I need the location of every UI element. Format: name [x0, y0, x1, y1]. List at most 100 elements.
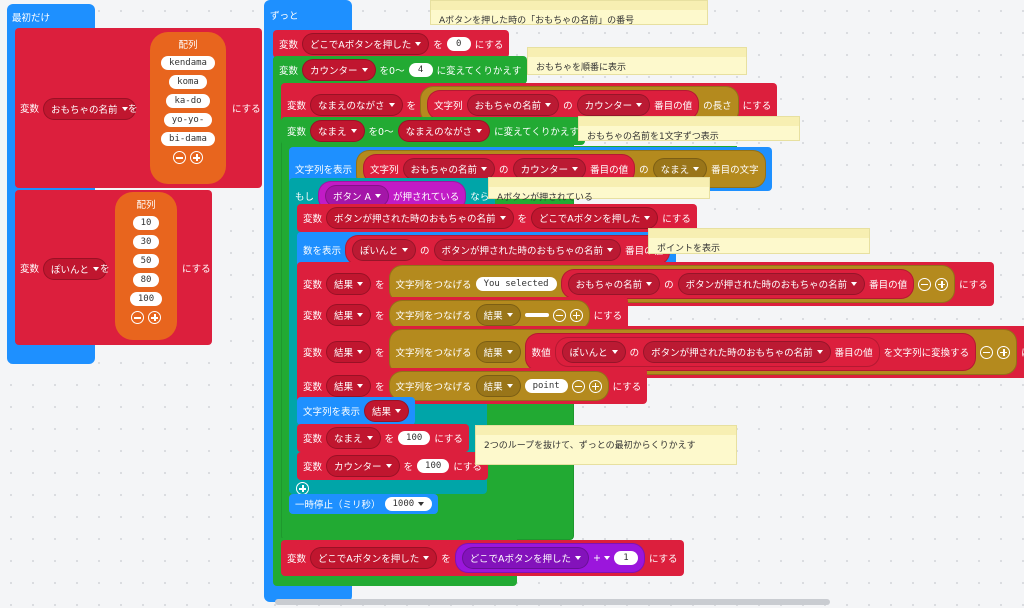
dropdown[interactable]: なまえ	[326, 427, 381, 449]
comment[interactable]: Aボタンを押した時の「おもちゃの名前」の番号	[430, 0, 708, 26]
comment[interactable]: おもちゃを順番に表示	[527, 47, 747, 75]
dropdown[interactable]: どこでAボタンを押した	[302, 33, 430, 55]
remove-button[interactable]	[918, 277, 932, 291]
remove-button[interactable]	[131, 311, 144, 324]
array-item[interactable]: bi-dama	[161, 132, 215, 146]
dropdown[interactable]: 結果	[326, 273, 372, 295]
string-input[interactable]: point	[524, 379, 568, 393]
dropdown[interactable]: ぽいんと	[352, 239, 417, 261]
comment[interactable]: 2つのループを抜けて、ずっとの最初からくりかえす	[475, 425, 737, 465]
statement-block[interactable]: 変数 ボタンが押された時のおもちゃの名前をどこでAボタンを押した にする	[297, 204, 697, 232]
reporter-block[interactable]: おもちゃの名前のボタンが押された時のおもちゃの名前 番目の値	[560, 269, 915, 299]
array-item[interactable]: yo-yo-	[163, 113, 213, 127]
number-dropdown[interactable]: 1000	[384, 497, 433, 511]
add-button[interactable]	[569, 308, 583, 322]
number-input[interactable]: 0	[446, 37, 471, 51]
add-button[interactable]	[148, 311, 161, 324]
dropdown[interactable]: 結果	[326, 341, 372, 363]
remove-button[interactable]	[552, 308, 566, 322]
operator-dropdown[interactable]: +	[593, 553, 610, 564]
statement-block[interactable]: 変数 なまえ を0～ なまえのながさ に変えてくりかえす	[281, 117, 585, 145]
dropdown[interactable]: おもちゃの名前	[466, 94, 560, 116]
number-input[interactable]: 100	[417, 459, 450, 473]
block-text: 一時停止（ミリ秒）	[295, 500, 381, 511]
reporter-block[interactable]: ぽいんとのボタンが押された時のおもちゃの名前 番目の値	[345, 235, 671, 265]
suffix: にする	[182, 263, 211, 275]
block-text: を文字列に変換する	[883, 348, 970, 359]
add-button[interactable]	[588, 379, 602, 393]
comment[interactable]: おもちゃの名前を1文字ずつ表示	[578, 116, 800, 142]
dropdown[interactable]: カウンター	[576, 94, 651, 116]
dropdown[interactable]: 結果	[475, 375, 521, 397]
dropdown[interactable]: ボタンが押された時のおもちゃの名前	[677, 273, 866, 295]
reporter-block[interactable]: 文字列をつなげる 結果 数値 ぽいんとのボタンが押された時のおもちゃの名前 番目の値 を文…	[388, 329, 1018, 375]
statement-block[interactable]: 変数 どこでAボタンを押したを 0 にする	[273, 30, 510, 58]
scrollbar[interactable]	[275, 599, 830, 605]
dropdown[interactable]: ボタンが押された時のおもちゃの名前	[643, 341, 831, 363]
block-text: に変えてくりかえす	[494, 127, 579, 138]
add-button[interactable]	[935, 277, 949, 291]
statement-block[interactable]: 変数 どこでAボタンを押したをどこでAボタンを押した +1 にする	[281, 540, 684, 576]
dropdown[interactable]: ボタンが押された時のおもちゃの名前	[433, 239, 622, 261]
statement-block[interactable]: 変数 結果を文字列をつなげる 結果 数値 ぽいんとのボタンが押された時のおもちゃの名前番…	[297, 326, 1024, 378]
dropdown[interactable]: なまえ	[310, 120, 365, 142]
reporter-block[interactable]: 文字列をつなげる 結果 point	[388, 371, 609, 401]
block-text: にする	[593, 311, 623, 322]
dropdown[interactable]: どこでAボタンを押した	[461, 547, 589, 569]
variable-dropdown[interactable]: おもちゃの名前	[43, 98, 136, 120]
dropdown[interactable]: おもちゃの名前	[567, 273, 661, 295]
dropdown[interactable]: 結果	[326, 375, 372, 397]
array-item[interactable]: kendama	[161, 56, 215, 70]
dropdown[interactable]: どこでAボタンを押した	[310, 547, 438, 569]
number-input[interactable]: 100	[398, 431, 431, 445]
array-item[interactable]: 100	[129, 292, 163, 306]
variable-dropdown[interactable]: ぽいんと	[43, 257, 108, 280]
array-block[interactable]: 配列 10 30 50 80 100	[115, 192, 177, 340]
string-input[interactable]: You selected	[475, 277, 557, 291]
dropdown[interactable]: 結果	[326, 304, 372, 326]
block-text: 変数	[303, 280, 323, 291]
add-button[interactable]	[997, 345, 1011, 359]
dropdown[interactable]: 結果	[475, 304, 521, 326]
reporter-block[interactable]: 文字列 おもちゃの名前のカウンター 番目の値	[427, 90, 700, 120]
array-item[interactable]: koma	[169, 75, 207, 89]
array-block[interactable]: 配列 kendama koma ka-do yo-yo-bi-dama	[150, 32, 226, 184]
string-input[interactable]	[524, 313, 549, 317]
statement-block[interactable]: 変数 カウンター を0～ 4 に変えてくりかえす	[273, 56, 528, 84]
dropdown[interactable]: おもちゃの名前	[402, 158, 496, 180]
dropdown[interactable]: 結果	[475, 341, 521, 363]
remove-button[interactable]	[173, 151, 186, 164]
add-button[interactable]	[190, 151, 203, 164]
dropdown[interactable]: どこでAボタンを押した	[531, 207, 659, 229]
statement-block[interactable]: 変数 結果を文字列をつなげる 結果 point にする	[297, 368, 648, 404]
dropdown[interactable]: ボタンが押された時のおもちゃの名前	[326, 207, 514, 229]
array-item[interactable]: 50	[132, 254, 160, 268]
dropdown[interactable]: カウンター	[326, 455, 400, 477]
number-input[interactable]: 1	[613, 551, 638, 565]
dropdown[interactable]: なまえのながさ	[397, 120, 491, 142]
array-item[interactable]: 30	[132, 235, 160, 249]
dropdown[interactable]: ぽいんと	[561, 341, 626, 363]
comment[interactable]: ポイントを表示	[648, 228, 870, 254]
reporter-block[interactable]: どこでAボタンを押した +1	[454, 543, 645, 573]
statement-block[interactable]: 変数 なまえを 100 にする	[297, 424, 469, 452]
dropdown[interactable]: 結果	[364, 400, 410, 422]
reporter-block[interactable]: 数値 ぽいんとのボタンが押された時のおもちゃの名前 番目の値 を文字列に変換する	[524, 333, 977, 371]
remove-button[interactable]	[980, 345, 994, 359]
array-item[interactable]: ka-do	[166, 94, 210, 108]
reporter-block[interactable]: 文字列をつなげる You selected おもちゃの名前のボタンが押された時のおも…	[388, 265, 956, 303]
dropdown[interactable]: カウンター	[302, 59, 376, 81]
dropdown[interactable]: なまえのながさ	[310, 94, 403, 116]
block-text: にする	[434, 434, 463, 445]
array-item[interactable]: 10	[132, 216, 160, 230]
reporter-block[interactable]: 文字列 おもちゃの名前のカウンター 番目の値のなまえ 番目の文字	[356, 150, 766, 188]
reporter-block[interactable]: ぽいんとのボタンが押された時のおもちゃの名前 番目の値	[554, 337, 880, 367]
remove-button[interactable]	[571, 379, 585, 393]
array-item[interactable]: 80	[132, 273, 160, 287]
comment[interactable]: Aボタンが押されている	[488, 177, 710, 203]
block-text: 変数	[287, 101, 307, 112]
number-input[interactable]: 4	[408, 63, 433, 77]
statement-block[interactable]: 一時停止（ミリ秒） 1000	[289, 494, 439, 514]
statement-block[interactable]: 文字列を表示 結果	[297, 397, 416, 425]
statement-block[interactable]: 変数 カウンターを 100 にする	[297, 452, 488, 480]
